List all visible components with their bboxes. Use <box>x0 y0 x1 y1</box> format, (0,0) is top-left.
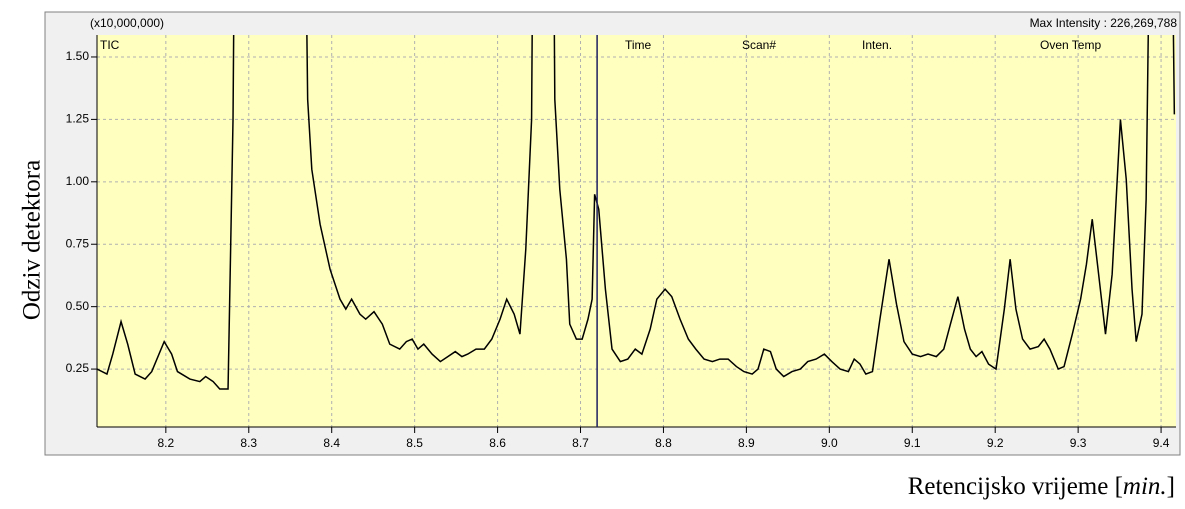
x-tick-label: 9.3 <box>1070 436 1087 450</box>
y-tick-label: 1.50 <box>66 49 90 63</box>
column-header: Inten. <box>862 38 892 52</box>
column-header: Scan# <box>742 38 776 52</box>
plot-area <box>97 35 1176 427</box>
trace-group <box>97 35 1176 427</box>
x-tick-label: 8.6 <box>489 436 506 450</box>
trace-label: TIC <box>100 38 120 52</box>
y-axis-label: Odziv detektora <box>19 160 46 320</box>
column-header: Time <box>625 38 652 52</box>
unit-label: (x10,000,000) <box>90 16 164 30</box>
y-tick-label: 0.25 <box>66 361 90 375</box>
x-label-part: Retencijsko vrijeme [ <box>908 473 1123 500</box>
x-tick-label: 8.8 <box>655 436 672 450</box>
x-tick-label: 8.7 <box>572 436 589 450</box>
x-axis-label: Retencijsko vrijeme [min.] <box>908 473 1175 500</box>
x-tick-label: 8.2 <box>157 436 174 450</box>
max-intensity: Max Intensity : 226,269,788 <box>1030 16 1178 30</box>
x-tick-label: 8.4 <box>323 436 340 450</box>
trace-line <box>97 35 1176 390</box>
x-tick-label: 9.4 <box>1153 436 1170 450</box>
x-label-part: min. <box>1123 473 1167 500</box>
x-label-part: ] <box>1167 473 1175 500</box>
x-tick-label: 9.2 <box>987 436 1004 450</box>
y-tick-label: 1.00 <box>66 174 90 188</box>
y-tick-label: 0.75 <box>66 236 90 250</box>
x-tick-label: 8.5 <box>406 436 423 450</box>
x-tick-label: 9.0 <box>821 436 838 450</box>
y-tick-label: 0.50 <box>66 299 90 313</box>
x-tick-label: 8.3 <box>240 436 257 450</box>
x-tick-label: 9.1 <box>904 436 921 450</box>
x-tick-label: 8.9 <box>738 436 755 450</box>
column-header: Oven Temp <box>1040 38 1101 52</box>
y-tick-label: 1.25 <box>66 112 90 126</box>
